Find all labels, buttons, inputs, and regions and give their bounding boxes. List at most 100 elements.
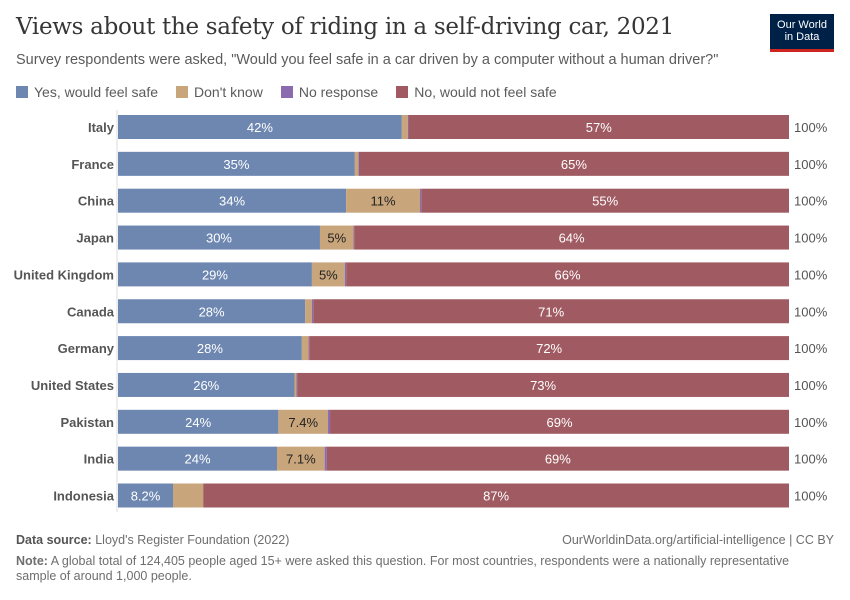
legend-item[interactable]: No response xyxy=(280,84,378,100)
bar-segment[interactable] xyxy=(118,262,312,287)
legend-swatch xyxy=(16,86,28,98)
bar-segment[interactable] xyxy=(294,372,297,397)
bar-segment[interactable] xyxy=(118,446,278,471)
category-label: China xyxy=(78,194,115,209)
logo-line1: Our World xyxy=(777,19,827,31)
category-label: Pakistan xyxy=(61,415,115,430)
bar-segment[interactable] xyxy=(118,151,355,176)
source-text[interactable]: Lloyd's Register Foundation (2022) xyxy=(95,533,290,547)
category-label: United Kingdom xyxy=(14,267,114,282)
bar-segment[interactable] xyxy=(308,336,310,361)
data-label: 28% xyxy=(197,341,223,356)
bar-segment[interactable] xyxy=(301,336,309,361)
bar-segment[interactable] xyxy=(173,483,204,508)
data-label: 35% xyxy=(223,157,249,172)
bar-segment[interactable] xyxy=(346,188,420,213)
total-label: 100% xyxy=(794,157,828,172)
bar-segment[interactable] xyxy=(358,151,359,176)
bar-segment[interactable] xyxy=(419,188,422,213)
data-label: 66% xyxy=(555,267,581,282)
total-label: 100% xyxy=(794,415,828,430)
legend-label: No, would not feel safe xyxy=(414,84,557,100)
footer-source: Data source: Lloyd's Register Foundation… xyxy=(16,533,836,547)
category-label: Japan xyxy=(76,231,114,246)
total-label: 100% xyxy=(794,489,828,504)
bar-segment[interactable] xyxy=(346,262,789,287)
total-label: 100% xyxy=(794,452,828,467)
legend: Yes, would feel safe Don't know No respons… xyxy=(16,84,557,100)
total-label: 100% xyxy=(794,120,828,135)
data-label: 65% xyxy=(561,157,587,172)
data-label: 24% xyxy=(184,452,210,467)
data-label: 28% xyxy=(199,304,225,319)
logo-line2: in Data xyxy=(784,31,820,43)
data-label: 69% xyxy=(547,415,573,430)
bar-segment[interactable] xyxy=(118,336,302,361)
bar-segment[interactable] xyxy=(118,188,347,213)
bar-segment[interactable] xyxy=(305,299,312,324)
bar-segment[interactable] xyxy=(118,372,295,397)
bar-segment[interactable] xyxy=(324,446,327,471)
legend-item[interactable]: Yes, would feel safe xyxy=(16,84,158,100)
data-label: 72% xyxy=(536,341,562,356)
total-label: 100% xyxy=(794,231,828,246)
source-label: Data source: xyxy=(16,533,92,547)
bar-segment[interactable] xyxy=(277,446,325,471)
bar-segment[interactable] xyxy=(118,225,320,250)
bar-segment[interactable] xyxy=(408,115,789,139)
bar-segment[interactable] xyxy=(330,409,789,434)
legend-item[interactable]: Don't know xyxy=(176,84,263,100)
bar-segment[interactable] xyxy=(326,446,789,471)
bar-segment[interactable] xyxy=(328,409,331,434)
note-text: A global total of 124,405 people aged 15… xyxy=(16,554,790,583)
data-label: 24% xyxy=(185,415,211,430)
bar-segment[interactable] xyxy=(353,225,355,250)
legend-item[interactable]: No, would not feel safe xyxy=(396,84,557,100)
category-label: India xyxy=(84,452,115,467)
bar-segment[interactable] xyxy=(309,336,789,361)
bar-segment[interactable] xyxy=(407,115,409,139)
bar-segment[interactable] xyxy=(118,483,174,508)
legend-swatch xyxy=(280,86,293,98)
total-label: 100% xyxy=(794,341,828,356)
legend-label: Yes, would feel safe xyxy=(34,84,159,100)
footer-url[interactable]: OurWorldinData.org/artificial-intelligen… xyxy=(562,533,834,547)
bar-segment[interactable] xyxy=(421,188,789,213)
data-label: 26% xyxy=(193,378,219,393)
data-label: 57% xyxy=(586,120,612,135)
data-label: 42% xyxy=(247,120,273,135)
data-label: 11% xyxy=(371,194,396,209)
bar-segment[interactable] xyxy=(311,262,345,287)
category-label: United States xyxy=(31,378,114,393)
bar-segment[interactable] xyxy=(358,151,789,176)
bar-segment[interactable] xyxy=(319,225,354,250)
bar-segment[interactable] xyxy=(203,483,790,508)
category-label: Italy xyxy=(88,120,115,135)
data-label: 34% xyxy=(219,194,245,209)
bar-segment[interactable] xyxy=(344,262,347,287)
bar-segment[interactable] xyxy=(118,115,402,139)
bar-segment[interactable] xyxy=(296,372,298,397)
bar-segment[interactable] xyxy=(354,151,359,176)
data-label: 71% xyxy=(538,304,564,319)
bar-segment[interactable] xyxy=(401,115,408,139)
legend-label: Don't know xyxy=(194,84,263,100)
data-label: 30% xyxy=(206,231,232,246)
bar-segment[interactable] xyxy=(118,299,306,324)
category-label: France xyxy=(71,157,114,172)
bar-segment[interactable] xyxy=(354,225,789,250)
owid-logo[interactable]: Our World in Data xyxy=(770,14,834,52)
bar-segment[interactable] xyxy=(297,372,789,397)
data-label: 8.2% xyxy=(131,489,161,504)
bar-segment[interactable] xyxy=(118,409,279,434)
data-label: 7.1% xyxy=(286,452,316,467)
bar-segment[interactable] xyxy=(313,299,789,324)
chart-subtitle: Survey respondents were asked, "Would yo… xyxy=(16,52,719,68)
bar-segment[interactable] xyxy=(311,299,314,324)
data-label: 5% xyxy=(319,267,338,282)
total-label: 100% xyxy=(794,304,828,319)
bar-segment[interactable] xyxy=(278,409,329,434)
footer-note: Note: A global total of 124,405 people a… xyxy=(16,554,816,584)
category-label: Germany xyxy=(58,341,115,356)
total-label: 100% xyxy=(794,378,828,393)
